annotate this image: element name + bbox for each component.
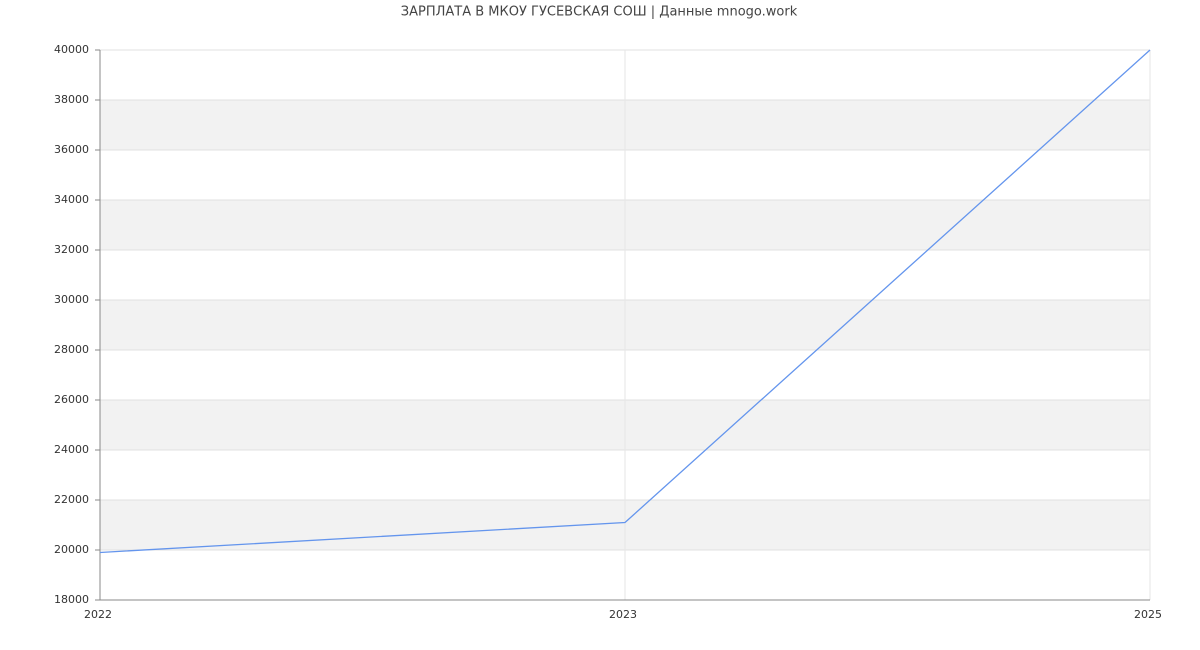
x-tick-label: 2025 bbox=[1134, 608, 1162, 621]
y-tick-label: 24000 bbox=[54, 443, 89, 456]
y-tick-label: 22000 bbox=[54, 493, 89, 506]
y-tick-label: 38000 bbox=[54, 93, 89, 106]
chart-title: ЗАРПЛАТА В МКОУ ГУСЕВСКАЯ СОШ | Данные m… bbox=[401, 5, 798, 20]
y-tick-label: 18000 bbox=[54, 593, 89, 606]
y-tick-label: 28000 bbox=[54, 343, 89, 356]
y-tick-label: 40000 bbox=[54, 43, 89, 56]
x-tick-label: 2022 bbox=[84, 608, 112, 621]
y-tick-label: 20000 bbox=[54, 543, 89, 556]
y-tick-label: 26000 bbox=[54, 393, 89, 406]
x-tick-label: 2023 bbox=[609, 608, 637, 621]
y-tick-label: 32000 bbox=[54, 243, 89, 256]
y-tick-label: 34000 bbox=[54, 193, 89, 206]
y-tick-label: 30000 bbox=[54, 293, 89, 306]
line bbox=[99, 49, 1151, 554]
y-tick-label: 36000 bbox=[54, 143, 89, 156]
